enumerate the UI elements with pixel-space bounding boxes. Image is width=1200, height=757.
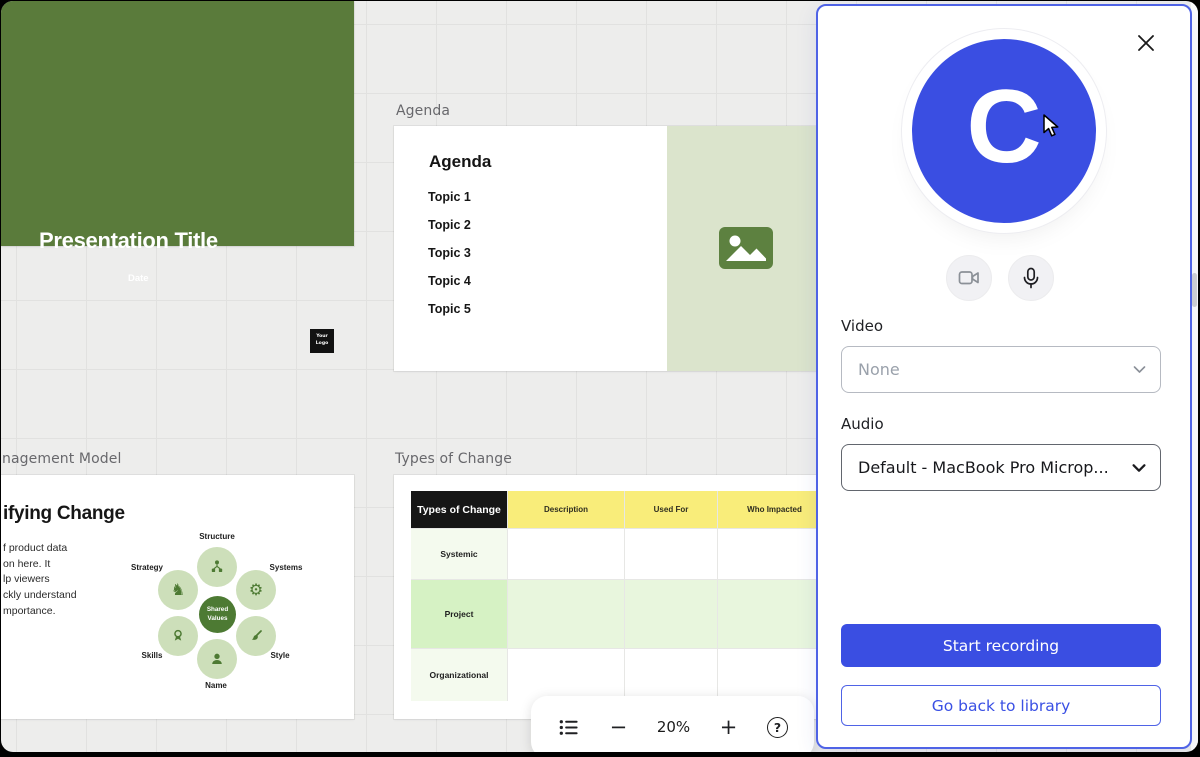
table-row-label: Organizational: [411, 649, 507, 701]
scrollbar-thumb[interactable]: [1192, 273, 1197, 307]
style-icon: [251, 630, 262, 640]
table-cell: [508, 580, 624, 648]
title-slide[interactable]: Presentation Title Date Your Logo: [1, 1, 354, 353]
diagram-node-structure: [197, 547, 237, 587]
agenda-topic: Topic 3: [428, 246, 471, 260]
table-cell: [625, 649, 717, 701]
diagram-node-systems: ⚙: [236, 570, 276, 610]
microphone-icon: [1023, 267, 1039, 289]
zoom-out-button[interactable]: −: [609, 715, 628, 739]
chevron-down-icon: [1132, 463, 1146, 472]
go-back-to-library-button[interactable]: Go back to library: [841, 685, 1161, 726]
diagram-label-strategy: Strategy: [130, 563, 163, 572]
slide-list-button[interactable]: [557, 716, 580, 739]
diagram-node-name: [197, 639, 237, 679]
skills-icon: [174, 629, 182, 641]
model-slide-body: f product data on here. It lp viewers ck…: [3, 541, 77, 620]
table-cell: [508, 649, 624, 701]
table-cell: [718, 649, 831, 701]
agenda-topic: Topic 4: [428, 274, 471, 288]
types-table: Types of Change Description Used For Who…: [411, 491, 831, 701]
mouse-cursor-icon: [1043, 114, 1059, 137]
audio-select-value: Default - MacBook Pro Microp...: [858, 458, 1109, 477]
agenda-heading: Agenda: [429, 152, 492, 171]
table-header-cell: Description: [508, 491, 624, 528]
diagram-node-strategy: ♞: [158, 570, 198, 610]
diagram-label-style: Style: [270, 651, 290, 660]
structure-icon: [211, 560, 223, 572]
video-select-value: None: [858, 360, 900, 379]
types-of-change-slide[interactable]: Types of Change Description Used For Who…: [394, 475, 831, 719]
camera-icon: [958, 271, 979, 285]
recording-panel: C Video None: [816, 4, 1192, 749]
audio-select[interactable]: Default - MacBook Pro Microp...: [841, 444, 1161, 491]
zoom-level[interactable]: 20%: [656, 718, 691, 736]
logo-placeholder: Your Logo: [310, 329, 334, 353]
body-line: lp viewers: [3, 573, 50, 586]
chevron-down-icon: [1133, 366, 1146, 373]
table-header-cell: Types of Change: [411, 491, 507, 528]
scrollbar-track[interactable]: [1191, 1, 1198, 752]
image-placeholder-icon: [719, 227, 773, 269]
table-header-cell: Who Impacted: [718, 491, 831, 528]
table-cell: [508, 529, 624, 579]
close-icon[interactable]: [1136, 33, 1156, 53]
table-cell: [625, 529, 717, 579]
slide-label-types-of-change[interactable]: Types of Change: [395, 451, 512, 467]
zoom-in-button[interactable]: +: [719, 715, 738, 739]
systems-icon: ⚙: [248, 580, 264, 599]
name-icon: [212, 653, 222, 664]
video-select[interactable]: None: [841, 346, 1161, 393]
start-recording-button[interactable]: Start recording: [841, 624, 1161, 667]
agenda-topics: Topic 1 Topic 2 Topic 3 Topic 4 Topic 5: [428, 190, 471, 330]
microphone-toggle-button[interactable]: [1008, 255, 1054, 301]
agenda-topic: Topic 1: [428, 190, 471, 204]
slide-label-management-model[interactable]: nagement Model: [2, 451, 122, 467]
diagram-label-structure: Structure: [199, 532, 235, 541]
diagram-node-skills: [158, 616, 198, 656]
table-header-cell: Used For: [625, 491, 717, 528]
strategy-icon: ♞: [170, 580, 186, 599]
table-row-label: Project: [411, 580, 507, 648]
diagram-label-systems: Systems: [269, 563, 303, 572]
table-cell: [625, 580, 717, 648]
help-button[interactable]: ?: [767, 716, 788, 738]
image-zone: [667, 126, 828, 371]
agenda-topic: Topic 5: [428, 302, 471, 316]
presentation-title-text: Presentation Title: [39, 228, 218, 253]
video-label: Video: [841, 317, 884, 335]
slide-label-agenda[interactable]: Agenda: [396, 103, 451, 119]
avatar: C: [912, 39, 1096, 223]
diagram-label-skills: Skills: [141, 651, 163, 660]
avatar-letter: C: [966, 69, 1042, 185]
table-cell: [718, 529, 831, 579]
diagram-label-name: Name: [205, 681, 227, 690]
model-slide-title: ifying Change: [3, 503, 125, 524]
body-line: mportance.: [3, 604, 56, 617]
agenda-slide[interactable]: Agenda Topic 1 Topic 2 Topic 3 Topic 4 T…: [394, 126, 828, 371]
diagram-node-style: [236, 616, 276, 656]
body-line: on here. It: [3, 557, 51, 570]
table-cell: [718, 580, 831, 648]
change-model-slide[interactable]: ifying Change f product data on here. It…: [1, 475, 354, 719]
presentation-date-text: Date: [128, 273, 149, 284]
camera-toggle-button[interactable]: [946, 255, 992, 301]
audio-label: Audio: [841, 415, 884, 433]
zoom-toolbar: − 20% + ?: [531, 696, 814, 752]
table-row-label: Systemic: [411, 529, 507, 579]
body-line: f product data: [3, 542, 68, 554]
agenda-topic: Topic 2: [428, 218, 471, 232]
body-line: ckly understand: [3, 589, 77, 602]
list-icon: [559, 719, 578, 735]
diagram-center-shared-values: Shared Values: [199, 596, 236, 633]
